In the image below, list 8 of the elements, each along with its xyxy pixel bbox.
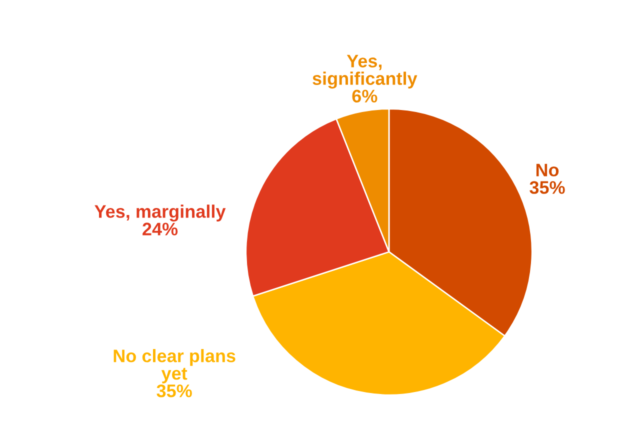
slice-label: No [536, 164, 559, 176]
slice-label: Yes, marginally [94, 204, 226, 222]
data-label: 24% [142, 222, 178, 236]
data-label: 35% [530, 181, 565, 194]
data-label: 35% [156, 384, 192, 398]
slice-label: Yes, significantly [312, 54, 418, 89]
slice-label: No clear plans yet [114, 349, 236, 384]
data-label: 6% [352, 90, 378, 103]
